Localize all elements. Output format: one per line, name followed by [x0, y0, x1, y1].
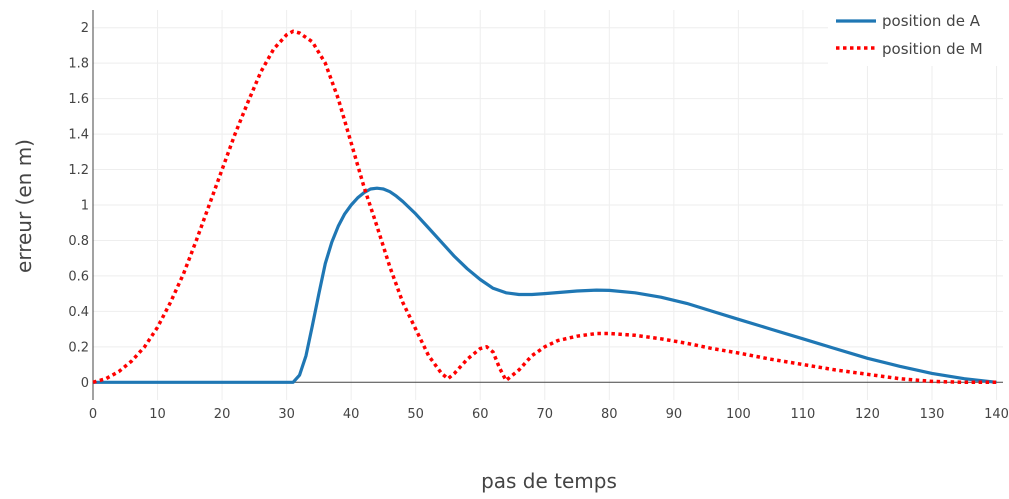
x-tick-label: 100	[726, 407, 751, 422]
y-axis-title: erreur (en m)	[12, 139, 36, 273]
x-tick-label: 120	[855, 407, 880, 422]
x-tick-label: 130	[920, 407, 945, 422]
legend-background	[828, 6, 1004, 66]
x-tick-label: 80	[601, 407, 618, 422]
x-axis-ticks: 0 10 20 30 40 50 60 70 80 90 100 110 120 130 140	[89, 407, 1009, 422]
y-tick-label: 0	[81, 376, 89, 391]
series-line-position-de-m	[92, 29, 997, 385]
x-tick-label: 50	[407, 407, 424, 422]
x-tick-label: 60	[472, 407, 489, 422]
x-tick-label: 20	[214, 407, 231, 422]
x-tick-label: 40	[343, 407, 360, 422]
y-tick-label: 0.6	[68, 269, 89, 284]
x-tick-label: 30	[278, 407, 295, 422]
x-tick-label: 110	[791, 407, 816, 422]
y-tick-label: 1.4	[68, 128, 89, 143]
grid-lines	[93, 10, 1003, 400]
x-tick-label: 90	[666, 407, 683, 422]
legend-label-position-de-m: position de M	[882, 40, 983, 58]
x-tick-label: 70	[536, 407, 553, 422]
x-tick-label: 0	[89, 407, 97, 422]
x-tick-label: 10	[149, 407, 166, 422]
series-line-position-de-a	[93, 186, 997, 384]
y-tick-label: 1.6	[68, 92, 89, 107]
y-tick-label: 1.8	[68, 57, 89, 72]
y-tick-label: 2	[81, 21, 89, 36]
x-axis-title: pas de temps	[481, 469, 617, 493]
legend-label-position-de-a: position de A	[882, 12, 981, 30]
y-axis-ticks: 0 0.2 0.4 0.6 0.8 1 1.2 1.4 1.6 1.8 2	[68, 21, 89, 391]
y-tick-label: 0.8	[68, 234, 89, 249]
x-tick-label: 140	[984, 407, 1009, 422]
y-tick-label: 1	[81, 199, 89, 214]
y-tick-label: 1.2	[68, 163, 89, 178]
legend: position de A position de M	[828, 6, 1004, 66]
y-tick-label: 0.4	[68, 305, 89, 320]
y-tick-label: 0.2	[68, 340, 89, 355]
series-lines	[92, 29, 997, 385]
